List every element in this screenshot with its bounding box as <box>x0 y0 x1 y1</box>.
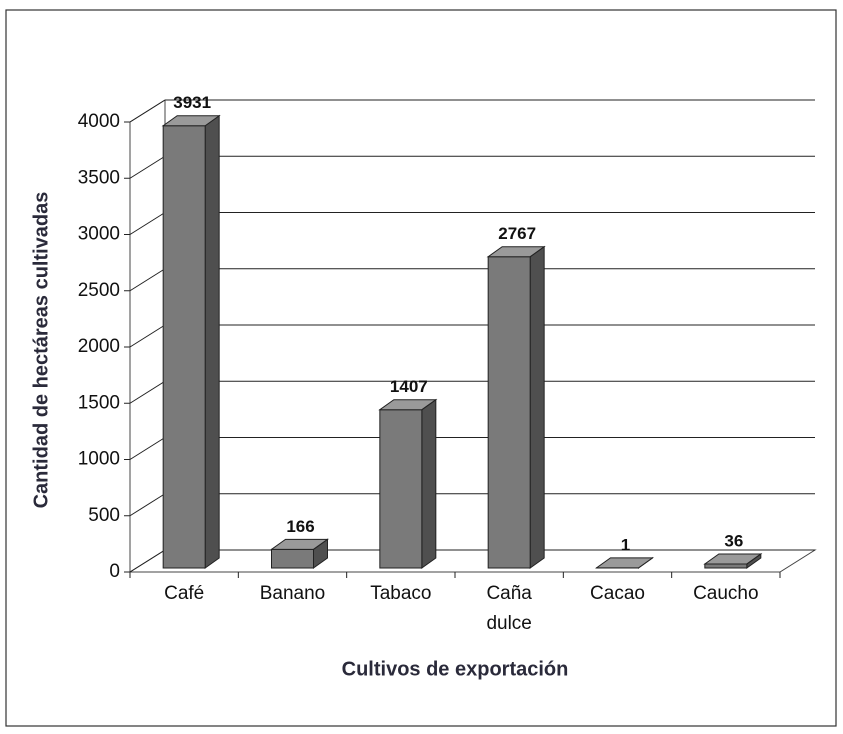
y-tick-label: 0 <box>109 561 120 582</box>
x-tick-label: Cacao <box>590 583 645 604</box>
bar-front <box>162 125 206 569</box>
bar-front <box>704 563 748 569</box>
bar <box>486 245 546 569</box>
x-tick-label: Caña dulce <box>486 583 532 634</box>
bar <box>594 556 655 569</box>
value-label: 36 <box>724 531 743 550</box>
bar-front <box>271 548 314 569</box>
bar <box>378 398 438 569</box>
value-label: 166 <box>286 517 314 536</box>
grid-line <box>129 493 166 517</box>
y-tick-label: 1000 <box>78 449 120 470</box>
bar-front <box>487 256 531 569</box>
bar-side <box>204 114 220 569</box>
grid-line <box>129 324 166 348</box>
bar-side <box>421 398 437 569</box>
bar-side <box>529 245 545 569</box>
bar-top <box>269 538 330 550</box>
x-tick-label: Caucho <box>693 583 759 604</box>
chart-frame <box>5 9 837 727</box>
grid-line <box>129 549 166 573</box>
y-tick-label: 1500 <box>78 392 120 413</box>
bar-top <box>703 553 763 565</box>
grid-line <box>129 268 166 292</box>
y-tick-label: 500 <box>88 505 120 526</box>
bar-top <box>486 246 546 258</box>
bar-top <box>594 557 655 569</box>
grid-line <box>129 212 166 235</box>
value-label: 2767 <box>498 224 536 243</box>
y-axis-title: Cantidad de hectáreas cultivadas <box>30 192 52 509</box>
y-tick-label: 4000 <box>78 111 120 132</box>
bar-top <box>378 399 438 411</box>
grid-line <box>129 155 166 179</box>
y-tick-label: 3000 <box>78 224 120 245</box>
x-tick-label: Banano <box>260 583 326 604</box>
y-tick-label: 2500 <box>78 280 120 301</box>
bar-top <box>161 115 221 127</box>
grid-line <box>129 380 166 404</box>
x-tick-label: Café <box>164 583 204 604</box>
y-tick-label: 3500 <box>78 167 120 188</box>
x-axis-title: Cultivos de exportación <box>342 658 569 680</box>
bar <box>703 552 763 569</box>
bar <box>161 114 221 569</box>
value-label: 1407 <box>390 377 428 396</box>
value-label: 3931 <box>173 93 211 112</box>
y-tick-label: 2000 <box>78 336 120 357</box>
x-tick-label: Tabaco <box>370 583 431 604</box>
bar-front <box>379 409 423 569</box>
value-label: 1 <box>621 535 630 554</box>
grid-line <box>129 99 166 123</box>
bar <box>269 538 330 569</box>
grid-line <box>129 437 166 460</box>
